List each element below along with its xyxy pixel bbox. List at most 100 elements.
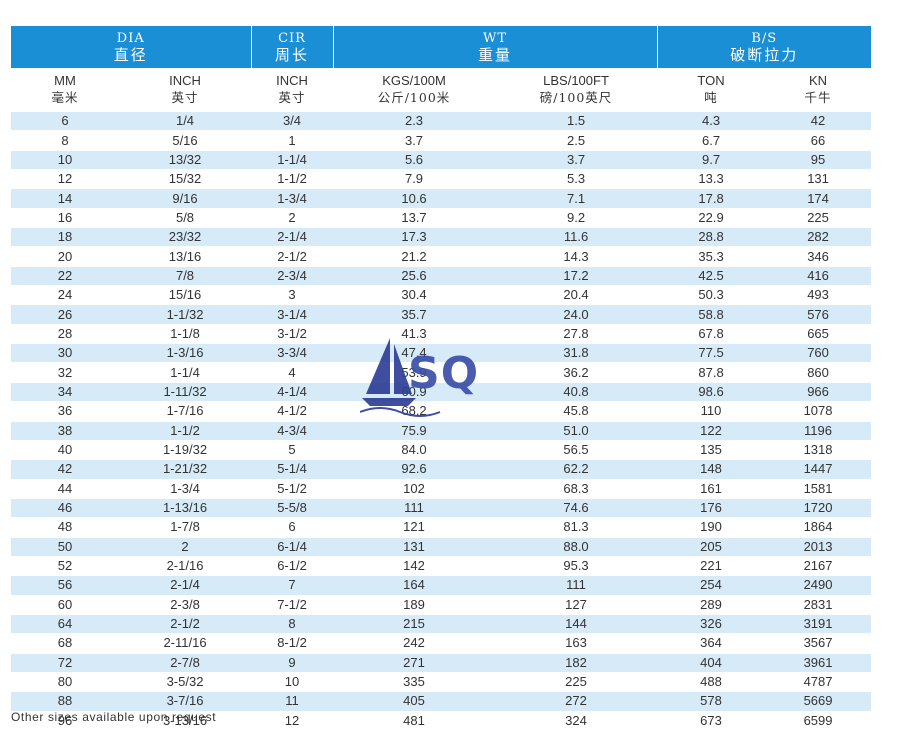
table-cell: 31.8 (495, 343, 658, 364)
table-cell: 25.6 (333, 266, 496, 287)
unit-header-zh: 吨 (704, 90, 718, 105)
table-cell: 23/32 (119, 227, 252, 248)
table-cell: 48 (11, 517, 119, 538)
table-cell: 53.9 (333, 362, 496, 383)
table-cell: 1-7/16 (119, 401, 252, 422)
table-cell: 8-1/2 (251, 633, 334, 654)
table-row: 44 1-3/4 5-1/2 102 68.3 161 1581 (11, 479, 872, 499)
table-cell: 81.3 (495, 517, 658, 538)
table-cell: 2013 (765, 537, 872, 557)
table-cell: 58.8 (657, 304, 766, 325)
table-cell: 42 (11, 459, 119, 480)
table-cell: 161 (657, 479, 766, 499)
group-header-zh: 重量 (478, 45, 513, 64)
table-cell: 282 (765, 227, 872, 248)
table-cell: 6-1/2 (251, 556, 334, 577)
table-cell: 38 (11, 421, 119, 441)
table-cell: 2490 (765, 575, 872, 596)
table-cell: 3.7 (495, 150, 658, 171)
footnote: Other sizes available upon request (11, 710, 217, 724)
table-cell: 6-1/4 (251, 537, 334, 557)
table-cell: 135 (657, 440, 766, 461)
group-header-zh: 破断拉力 (730, 45, 799, 64)
table-cell: 111 (495, 575, 658, 596)
table-cell: 10 (11, 150, 119, 171)
table-cell: 225 (495, 672, 658, 693)
table-cell: 2 (119, 537, 252, 557)
group-header-dia: DIA 直径 (11, 26, 252, 68)
table-cell: 1864 (765, 517, 872, 538)
group-header-en: CIR (278, 30, 306, 46)
table-cell: 215 (333, 614, 496, 635)
unit-header-en: LBS/100FT (543, 73, 609, 88)
table-cell: 324 (495, 711, 658, 732)
table-cell: 111 (333, 498, 496, 519)
table-cell: 1-7/8 (119, 517, 252, 538)
table-cell: 488 (657, 672, 766, 693)
table-cell: 176 (657, 498, 766, 519)
table-cell: 335 (333, 672, 496, 693)
table-cell: 95 (765, 150, 872, 171)
rope-spec-table: DIA 直径 CIR 周长 WT 重量 B/S 破断拉力 MM (11, 26, 872, 732)
table-cell: 1-1/2 (251, 169, 334, 190)
table-cell: 20 (11, 246, 119, 267)
table-cell: 7/8 (119, 266, 252, 287)
unit-header-zh: 毫米 (51, 90, 79, 105)
table-row: 68 2-11/16 8-1/2 242 163 364 3567 (11, 633, 872, 654)
table-cell: 56 (11, 575, 119, 596)
table-cell: 5/8 (119, 208, 252, 229)
table-row: 24 15/16 3 30.4 20.4 50.3 493 (11, 285, 872, 306)
table-cell: 5.3 (495, 169, 658, 190)
table-cell: 2831 (765, 595, 872, 615)
unit-header-zh: 英寸 (278, 90, 306, 105)
table-cell: 10 (251, 672, 334, 693)
unit-header-en: INCH (276, 73, 308, 88)
table-cell: 22.9 (657, 208, 766, 229)
table-cell: 225 (765, 208, 872, 229)
table-cell: 34 (11, 382, 119, 403)
table-cell: 22 (11, 266, 119, 287)
table-row: 60 2-3/8 7-1/2 189 127 289 2831 (11, 595, 872, 615)
table-cell: 2.5 (495, 130, 658, 151)
table-cell: 416 (765, 266, 872, 287)
table-cell: 72 (11, 653, 119, 673)
table-cell: 35.7 (333, 304, 496, 325)
table-cell: 6 (251, 517, 334, 538)
table-row: 72 2-7/8 9 271 182 404 3961 (11, 653, 872, 673)
table-cell: 4.3 (657, 112, 766, 132)
table-cell: 24.0 (495, 304, 658, 325)
table-cell: 3-13/16 (119, 711, 252, 732)
table-cell: 13/16 (119, 246, 252, 267)
unit-header-en: MM (54, 73, 76, 88)
table-cell: 242 (333, 633, 496, 654)
unit-header-zh: 磅/100英尺 (539, 90, 613, 105)
table-cell: 221 (657, 556, 766, 577)
table-cell: 5.6 (333, 150, 496, 171)
table-cell: 1/4 (119, 112, 252, 132)
table-cell: 13/32 (119, 150, 252, 171)
table-cell: 21.2 (333, 246, 496, 267)
table-cell: 4-3/4 (251, 421, 334, 441)
unit-header-mm: MM 毫米 (11, 68, 119, 112)
table-cell: 13.3 (657, 169, 766, 190)
table-cell: 10.6 (333, 188, 496, 209)
table-cell: 14 (11, 188, 119, 209)
table-cell: 50 (11, 537, 119, 557)
table-cell: 142 (333, 556, 496, 577)
table-row: 20 13/16 2-1/2 21.2 14.3 35.3 346 (11, 246, 872, 267)
table-cell: 5-1/2 (251, 479, 334, 499)
group-header-en: WT (483, 30, 508, 46)
table-cell: 4787 (765, 672, 872, 693)
table-cell: 36.2 (495, 362, 658, 383)
table-cell: 1-3/4 (251, 188, 334, 209)
table-cell: 576 (765, 304, 872, 325)
table-cell: 493 (765, 285, 872, 306)
table-cell: 45.8 (495, 401, 658, 422)
table-cell: 4-1/4 (251, 382, 334, 403)
table-cell: 164 (333, 575, 496, 596)
table-cell: 1-1/8 (119, 324, 252, 345)
table-cell: 364 (657, 633, 766, 654)
table-cell: 8 (11, 130, 119, 151)
table-row: 48 1-7/8 6 121 81.3 190 1864 (11, 517, 872, 538)
table-cell: 4 (251, 362, 334, 383)
